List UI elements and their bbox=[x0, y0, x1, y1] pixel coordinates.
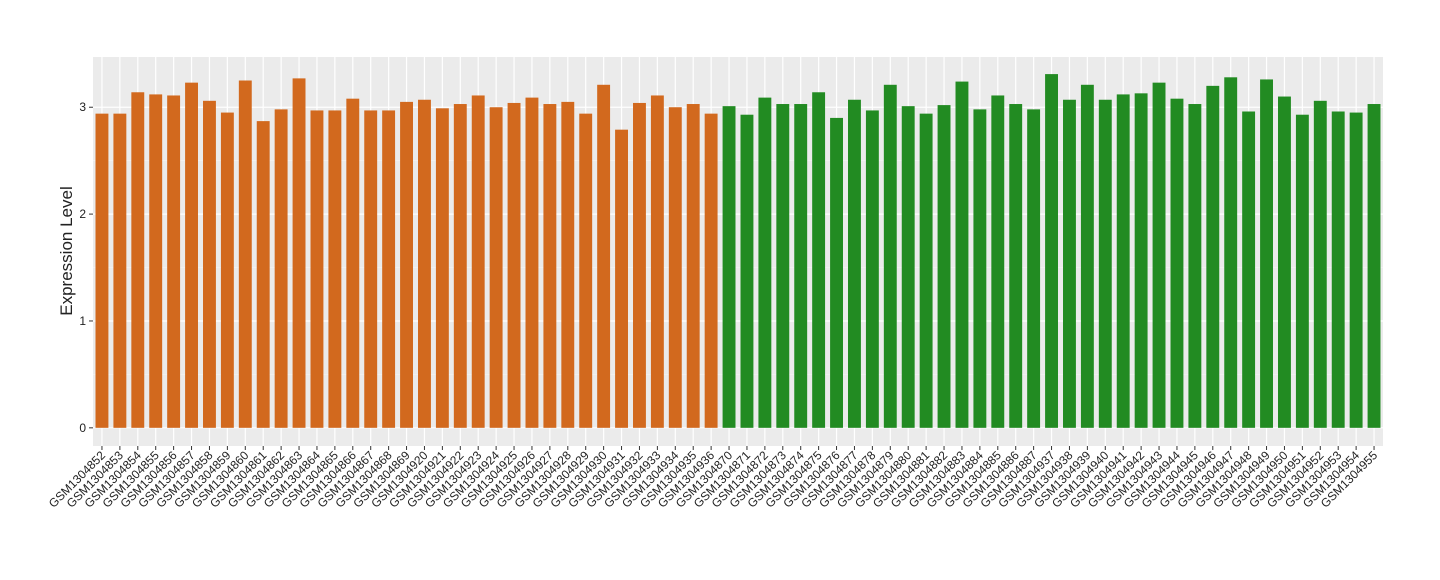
bar bbox=[937, 105, 951, 428]
y-tick-label: 0 bbox=[79, 421, 86, 435]
bar bbox=[220, 112, 234, 428]
bar bbox=[1188, 104, 1202, 428]
bar bbox=[704, 113, 718, 428]
y-tick-label: 3 bbox=[79, 100, 86, 114]
bar bbox=[1367, 104, 1381, 428]
bar bbox=[256, 121, 270, 428]
bar bbox=[1295, 114, 1309, 428]
bar bbox=[346, 98, 360, 428]
bar bbox=[1063, 99, 1076, 428]
bar bbox=[310, 110, 324, 428]
bar bbox=[794, 104, 808, 428]
bar bbox=[1134, 93, 1148, 428]
bar bbox=[1027, 109, 1041, 428]
bar bbox=[830, 117, 843, 428]
bar bbox=[1170, 98, 1184, 428]
y-tick-label: 2 bbox=[79, 207, 86, 221]
bar bbox=[722, 106, 736, 428]
bar bbox=[435, 108, 449, 428]
bar bbox=[848, 99, 861, 428]
bar bbox=[812, 92, 826, 428]
bar bbox=[418, 99, 431, 428]
bar bbox=[615, 129, 628, 428]
bar bbox=[113, 113, 127, 428]
bar bbox=[919, 113, 933, 428]
bar bbox=[364, 110, 378, 428]
bar bbox=[203, 100, 216, 428]
bar bbox=[525, 97, 539, 428]
bar bbox=[1313, 100, 1327, 428]
bar bbox=[650, 95, 664, 428]
bar bbox=[149, 94, 163, 428]
bar bbox=[328, 110, 342, 428]
bar bbox=[883, 84, 897, 428]
bar bbox=[507, 102, 521, 428]
bar bbox=[1224, 77, 1238, 428]
bar bbox=[1098, 99, 1112, 428]
bar bbox=[95, 113, 109, 428]
bar bbox=[471, 95, 485, 428]
bar bbox=[901, 106, 915, 428]
bar bbox=[1349, 112, 1363, 428]
bar bbox=[633, 102, 646, 428]
bar bbox=[973, 109, 987, 428]
bar bbox=[1206, 85, 1220, 428]
bar bbox=[1331, 111, 1345, 428]
bar bbox=[776, 104, 790, 428]
bar bbox=[400, 101, 413, 428]
bar bbox=[238, 80, 252, 428]
bar bbox=[686, 104, 700, 428]
bar bbox=[1009, 104, 1023, 428]
y-axis-label: Expression Level bbox=[57, 186, 76, 315]
bar bbox=[597, 84, 611, 428]
bar bbox=[1260, 79, 1273, 428]
bar bbox=[131, 92, 145, 428]
y-tick-label: 1 bbox=[79, 314, 86, 328]
bar bbox=[740, 114, 754, 428]
bar bbox=[668, 107, 682, 428]
bar bbox=[167, 95, 181, 428]
bar bbox=[579, 113, 593, 428]
bar bbox=[955, 81, 969, 428]
bar bbox=[382, 110, 396, 428]
bar bbox=[489, 107, 503, 428]
bar bbox=[1045, 74, 1058, 428]
bar bbox=[1080, 84, 1094, 428]
bar bbox=[561, 101, 575, 428]
bar bbox=[865, 110, 879, 428]
bar bbox=[292, 78, 306, 428]
bar bbox=[185, 82, 198, 428]
bar bbox=[758, 97, 772, 428]
bar bbox=[1242, 111, 1256, 428]
bar bbox=[453, 104, 467, 428]
bar bbox=[1278, 96, 1291, 428]
bar bbox=[1116, 94, 1130, 428]
bar bbox=[274, 109, 288, 428]
bar bbox=[543, 104, 557, 428]
plot-panel bbox=[93, 57, 1383, 446]
bar bbox=[991, 95, 1005, 428]
bar bbox=[1152, 82, 1166, 428]
